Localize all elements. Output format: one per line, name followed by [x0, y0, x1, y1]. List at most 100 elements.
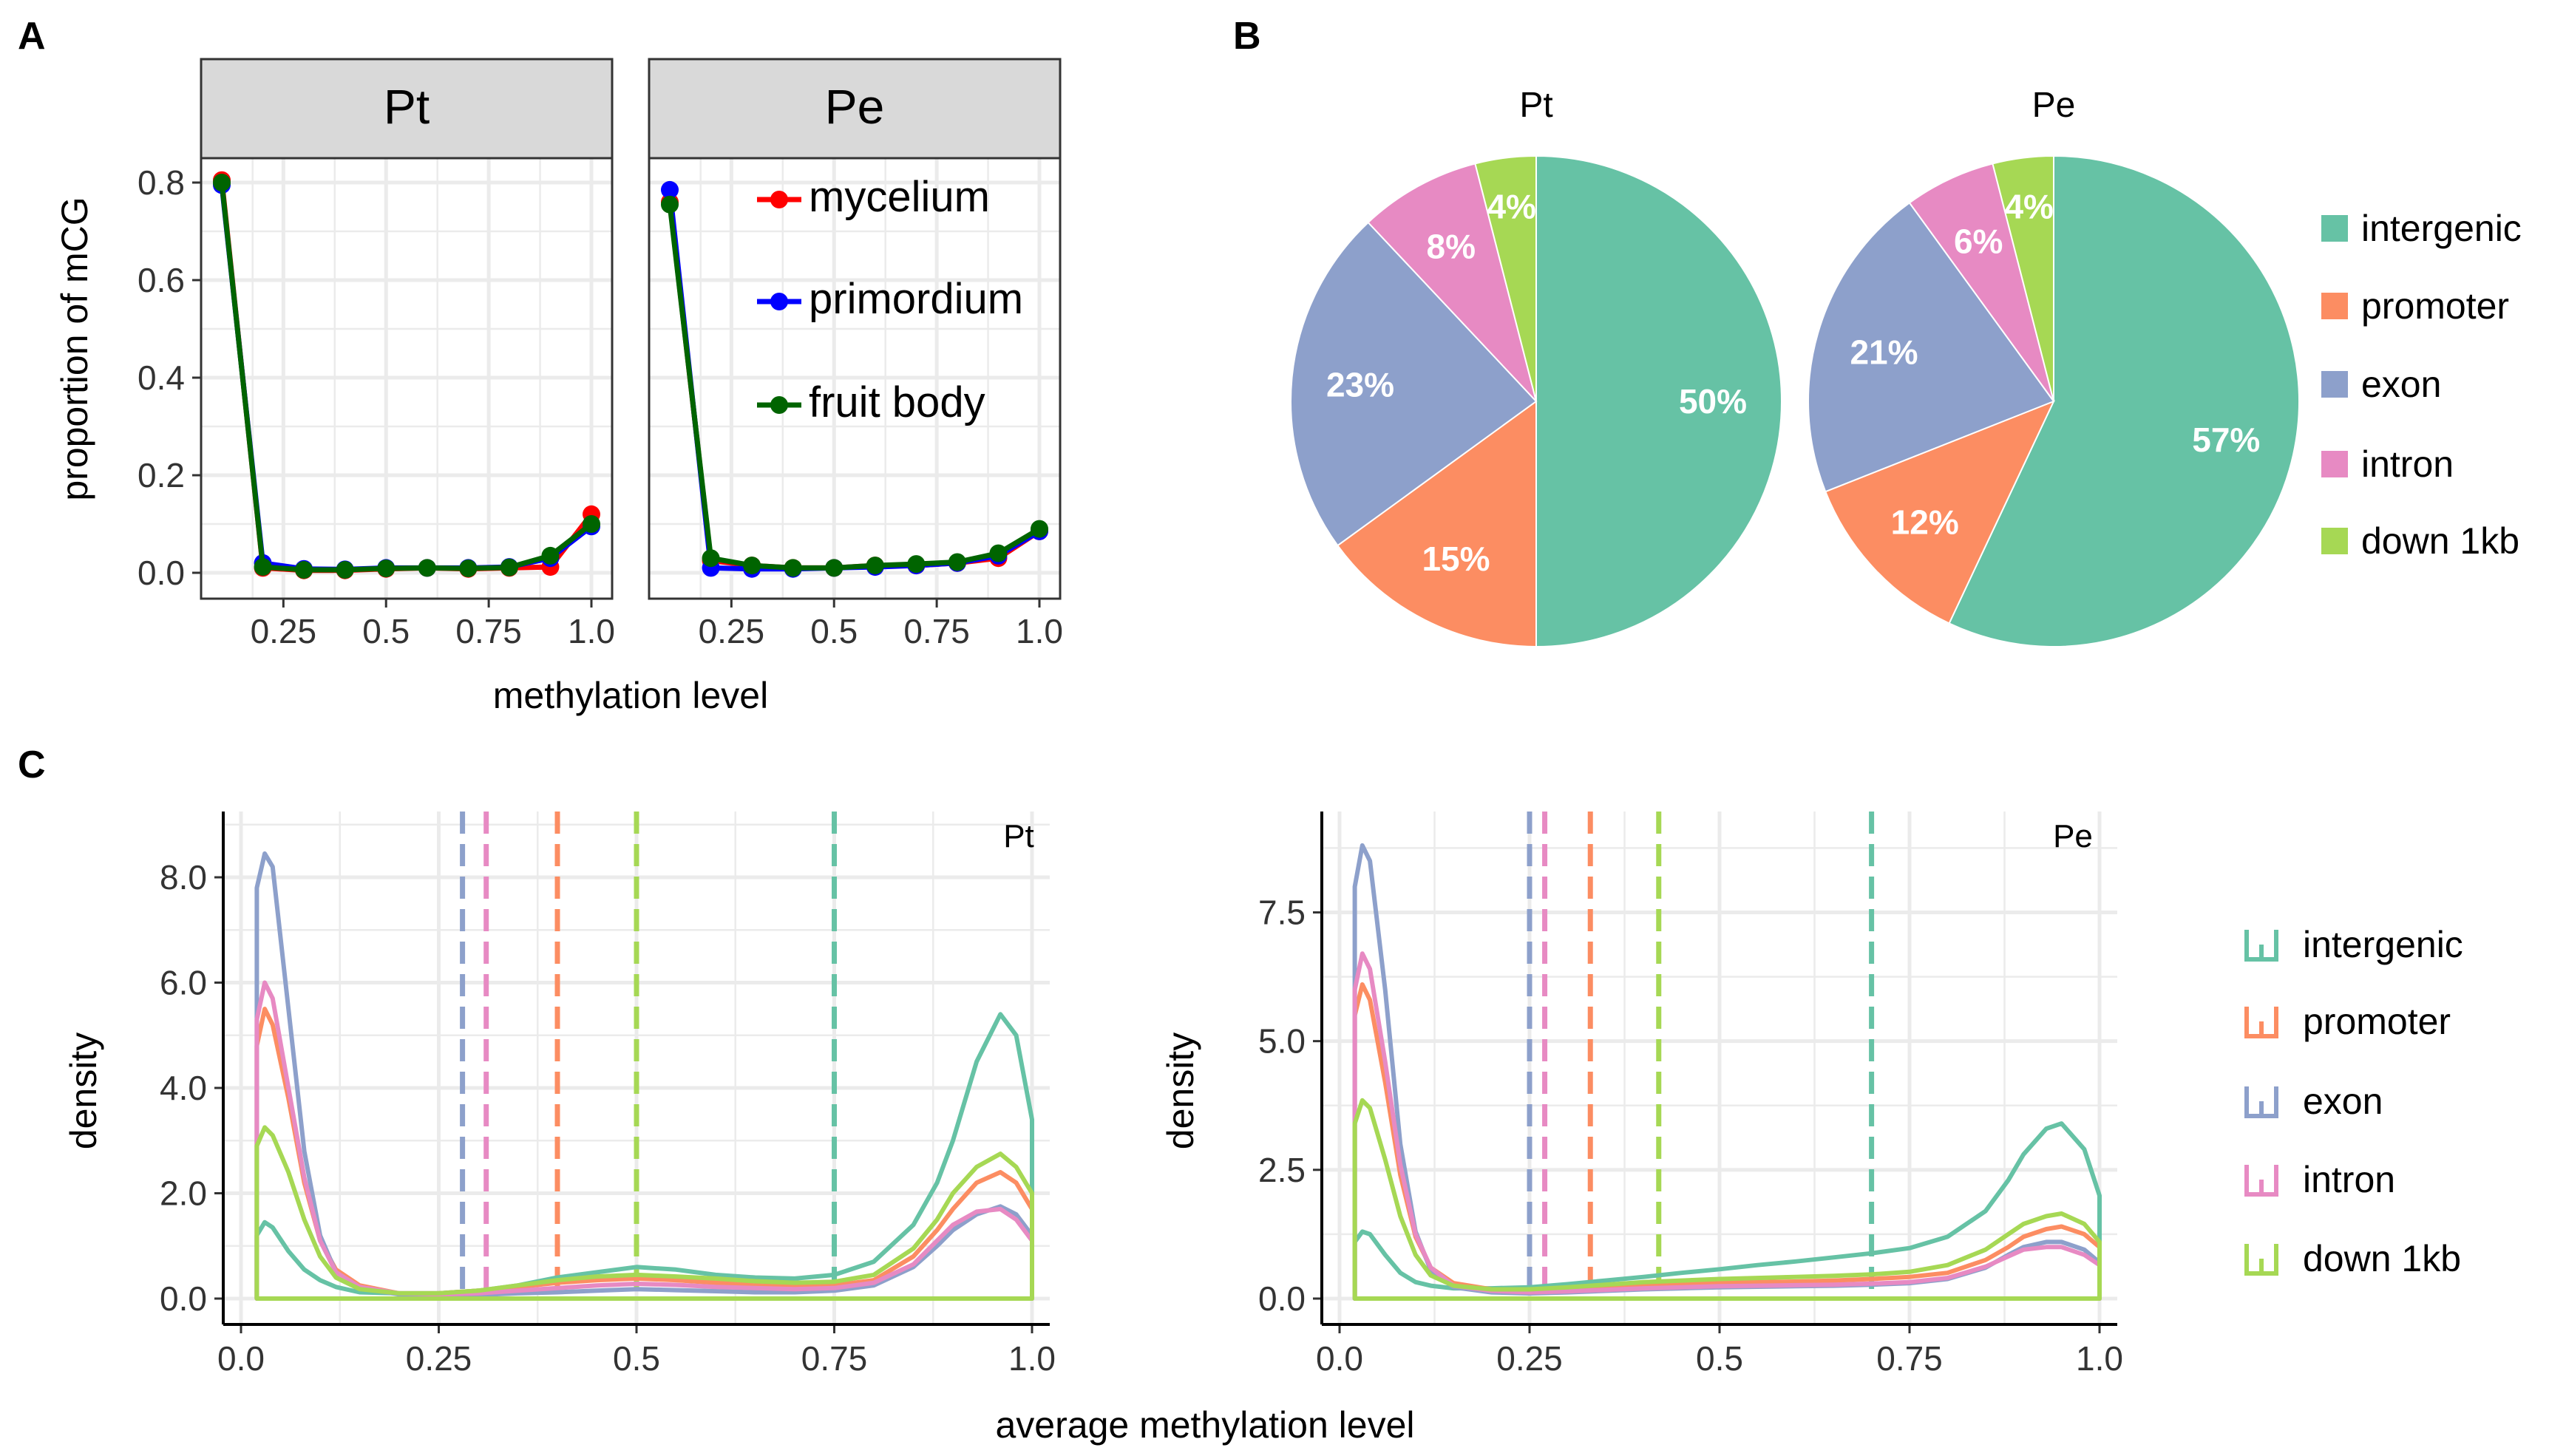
pie-label-down-1kb: 4%: [1487, 188, 1535, 226]
density-curve-intergenic: [254, 1012, 1034, 1301]
density-curve-exon: [254, 851, 1034, 1301]
legend-swatch: [2321, 215, 2348, 242]
pie-label-down-1kb: 4%: [2004, 188, 2053, 226]
legend-label: intergenic: [2361, 208, 2522, 249]
legend-key: [2244, 1244, 2278, 1276]
data-point-fruit-body: [583, 515, 600, 533]
y-tick-label: 5.0: [1258, 1022, 1306, 1061]
x-tick-label: 0.25: [251, 612, 317, 650]
density-curve-promoter: [254, 1007, 1034, 1301]
density-curve-intron: [254, 980, 1034, 1301]
panel-a-plot: 0.25 0.5 0.75 1.0 0.0 0.2 0.4 0.6 0.8 0.25 0.5 0.75…: [138, 157, 1063, 650]
pie-slice-down-1kb: [1992, 154, 2054, 402]
legend-label: intron: [2361, 443, 2454, 485]
pie-label-intron: 6%: [1954, 222, 2003, 261]
pie-slice-exon: [1290, 221, 1538, 547]
legend-item-exon: exon: [2244, 1081, 2383, 1122]
pie-label-intergenic: 50%: [1679, 382, 1747, 421]
x-tick-label: 1.0: [1008, 1339, 1056, 1378]
data-point-fruit-body: [784, 559, 802, 577]
legend-item-down-1kb: down 1kb: [2244, 1238, 2461, 1279]
x-tick-label: 0.0: [217, 1339, 265, 1378]
y-tick-label: 8.0: [160, 858, 207, 897]
x-tick-label: 0.5: [613, 1339, 660, 1378]
legend-item-intron: intron: [2321, 443, 2454, 485]
panel-c-pe-y-axis-title: density: [1160, 1033, 1201, 1149]
x-tick-label: 0.75: [903, 612, 970, 650]
series-line-fruit-body: [219, 182, 594, 573]
panel-c-plot: 0.0 0.25 0.5 0.75 1.0 0.0 2.0 4.0 6.0 8.0 0.0 0.25 0…: [160, 812, 2123, 1378]
legend-swatch: [2321, 528, 2348, 554]
legend-marker: [770, 191, 788, 208]
pie-slice-exon: [1808, 202, 2055, 493]
legend-label: mycelium: [809, 173, 990, 221]
x-tick-label: 0.75: [1876, 1339, 1943, 1378]
legend-item-mycelium: mycelium: [757, 173, 990, 221]
pie-slice-intron: [1367, 163, 1537, 402]
panel-b-pies: 50%15%23%8%4%57%12%21%6%4%: [1290, 154, 2300, 648]
legend-label: exon: [2303, 1081, 2383, 1122]
legend-label: fruit body: [809, 378, 985, 426]
y-tick-label: 4.0: [160, 1069, 207, 1107]
data-point-fruit-body: [377, 559, 396, 578]
pie-label-promoter: 12%: [1891, 503, 1959, 542]
data-point-fruit-body: [213, 174, 231, 191]
x-tick-label: 0.75: [455, 612, 522, 650]
legend-item-promoter: promoter: [2321, 285, 2509, 327]
x-tick-label: 0.25: [406, 1339, 472, 1378]
legend-label: down 1kb: [2361, 520, 2519, 562]
density-curve-intergenic: [1352, 1121, 2102, 1301]
density-curve-promoter: [1352, 982, 2102, 1301]
legend-item-intergenic: intergenic: [2321, 208, 2522, 249]
panel-c-pt-y-axis-title: density: [63, 1033, 104, 1149]
data-point-fruit-body: [866, 557, 884, 575]
data-point-primordium: [661, 180, 679, 199]
panel-a-x-axis-title: methylation level: [493, 675, 768, 716]
legend-label: primordium: [809, 275, 1023, 323]
x-tick-label: 0.25: [699, 612, 765, 650]
panel-c-pe-title: Pe: [2053, 818, 2093, 854]
pie-slice-intron: [1908, 163, 2054, 402]
y-tick-label: 6.0: [160, 964, 207, 1002]
legend-key: [2244, 1165, 2278, 1197]
legend-label: intron: [2303, 1159, 2395, 1200]
x-tick-label: 0.75: [801, 1339, 868, 1378]
pie-slice-down-1kb: [1474, 154, 1537, 402]
x-tick-label: 0.5: [362, 612, 410, 650]
facet-strip-label: Pe: [825, 79, 885, 134]
legend-marker: [770, 396, 788, 414]
legend-item-primordium: primordium: [757, 275, 1023, 323]
legend-label: intergenic: [2303, 924, 2463, 965]
panel-c-x-axis-title: average methylation level: [996, 1404, 1415, 1446]
facet-border: [648, 157, 1062, 600]
legend-swatch: [2321, 371, 2348, 398]
legend-item-intron: intron: [2244, 1159, 2395, 1200]
legend-item-exon: exon: [2321, 364, 2441, 405]
pie-label-promoter: 15%: [1422, 540, 1490, 578]
y-tick-label: 7.5: [1258, 894, 1306, 932]
pie-label-exon: 21%: [1850, 333, 1918, 371]
y-tick-label: 0.0: [160, 1279, 207, 1318]
x-tick-label: 1.0: [1016, 612, 1063, 650]
y-tick-label: 0.0: [1258, 1279, 1306, 1318]
legend-swatch: [2321, 293, 2348, 319]
data-point-fruit-body: [418, 559, 436, 577]
data-point-fruit-body: [989, 544, 1008, 562]
x-tick-label: 0.0: [1316, 1339, 1363, 1378]
data-point-fruit-body: [254, 558, 272, 576]
legend-label: down 1kb: [2303, 1238, 2461, 1279]
pie-label-intron: 8%: [1427, 228, 1476, 266]
y-tick-label: 0.2: [138, 456, 185, 494]
panel-c-pt-title: Pt: [1003, 818, 1034, 854]
data-point-fruit-body: [948, 553, 966, 571]
y-tick-label: 0.8: [138, 163, 185, 202]
x-tick-label: 0.25: [1496, 1339, 1563, 1378]
data-point-fruit-body: [541, 546, 560, 565]
data-point-fruit-body: [459, 559, 478, 578]
facet-strip-label: Pt: [384, 79, 430, 134]
panel-a-y-axis-title: proportion of mCG: [54, 197, 95, 500]
facet-strip-pe: Pe: [648, 58, 1062, 160]
data-point-fruit-body: [295, 561, 313, 579]
legend-label: promoter: [2303, 1001, 2451, 1042]
